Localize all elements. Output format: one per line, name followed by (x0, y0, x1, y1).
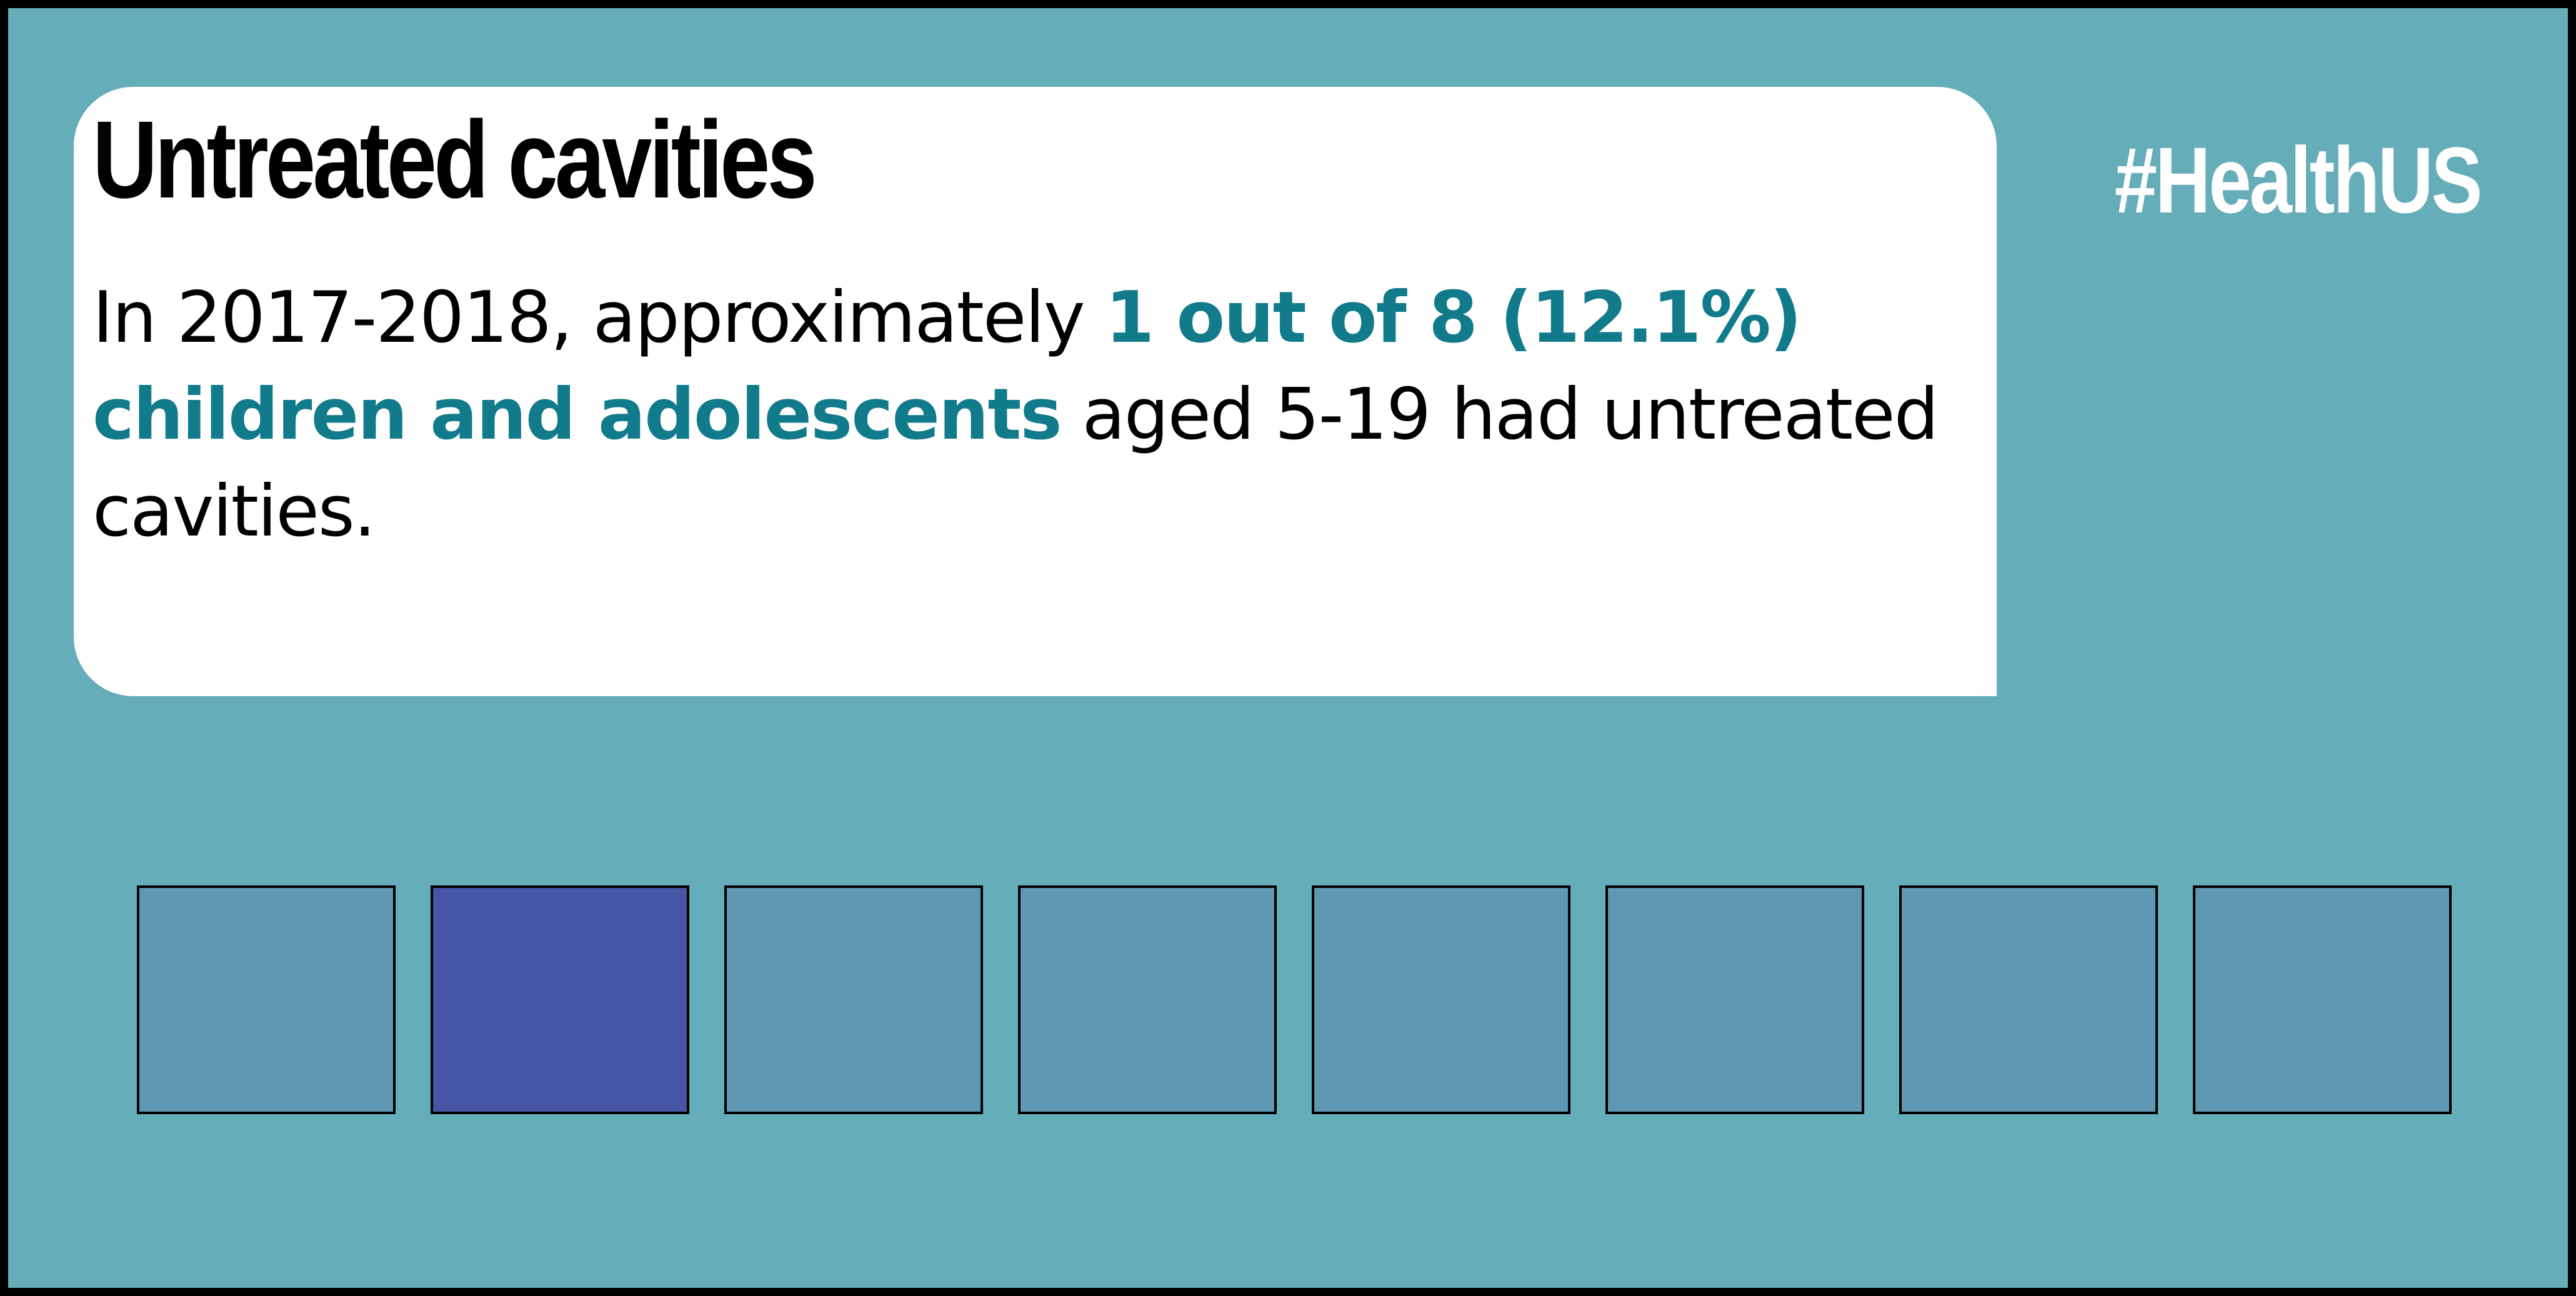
description-text: cavities. (92, 470, 376, 552)
pictogram-square (1018, 885, 1277, 1114)
pictogram-square (724, 885, 983, 1114)
description-line-1: In 2017-2018, approximately 1 out of 8 (… (92, 269, 1905, 366)
statistic-highlight: 1 out of 8 (12.1%) (1105, 276, 1802, 359)
info-card (74, 87, 1997, 696)
pictogram-square (137, 885, 396, 1114)
pictogram-square (2193, 885, 2452, 1114)
description-line-3: cavities. (92, 463, 1905, 560)
description-text: aged 5-19 had untreated (1061, 373, 1939, 456)
hashtag-label: #HealthUS (2114, 127, 2482, 232)
card-title: Untreated cavities (92, 99, 817, 221)
pictogram-square (1605, 885, 1864, 1114)
pictogram-square (1899, 885, 2158, 1114)
pictogram-square (1312, 885, 1570, 1114)
population-highlight: children and adolescents (92, 373, 1062, 456)
pictogram-square-highlighted (431, 885, 689, 1114)
description-text: In 2017-2018, approximately (92, 276, 1106, 359)
card-description: In 2017-2018, approximately 1 out of 8 (… (92, 269, 1939, 560)
description-line-2: children and adolescents aged 5-19 had u… (92, 366, 1939, 463)
